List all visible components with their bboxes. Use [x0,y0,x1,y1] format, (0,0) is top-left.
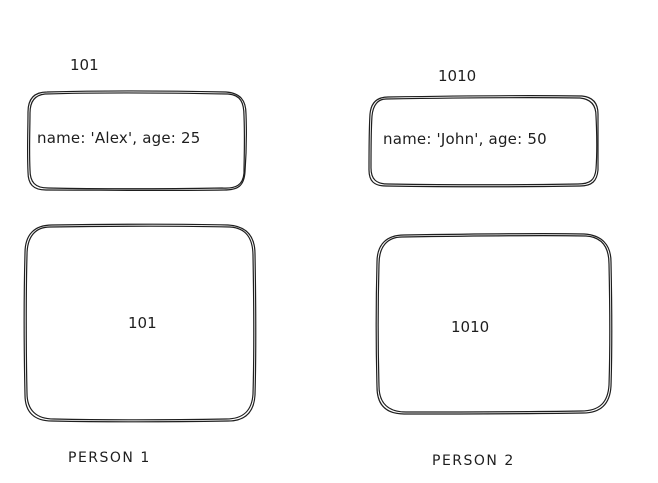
person1-caption: PERSON 1 [68,450,151,466]
person1-reference-value: 101 [128,314,157,332]
person2-heap-address: 1010 [438,67,477,85]
person2-reference-box [375,232,613,415]
person2-object-text: name: 'John', age: 50 [383,130,547,148]
person2-reference-value: 1010 [451,318,490,336]
person1-reference-box [23,223,257,423]
person2-object-box [368,94,599,188]
person1-object-text: name: 'Alex', age: 25 [37,129,201,147]
person1-object-box [26,90,248,192]
person2-caption: PERSON 2 [432,453,515,469]
person1-heap-address: 101 [70,56,99,74]
